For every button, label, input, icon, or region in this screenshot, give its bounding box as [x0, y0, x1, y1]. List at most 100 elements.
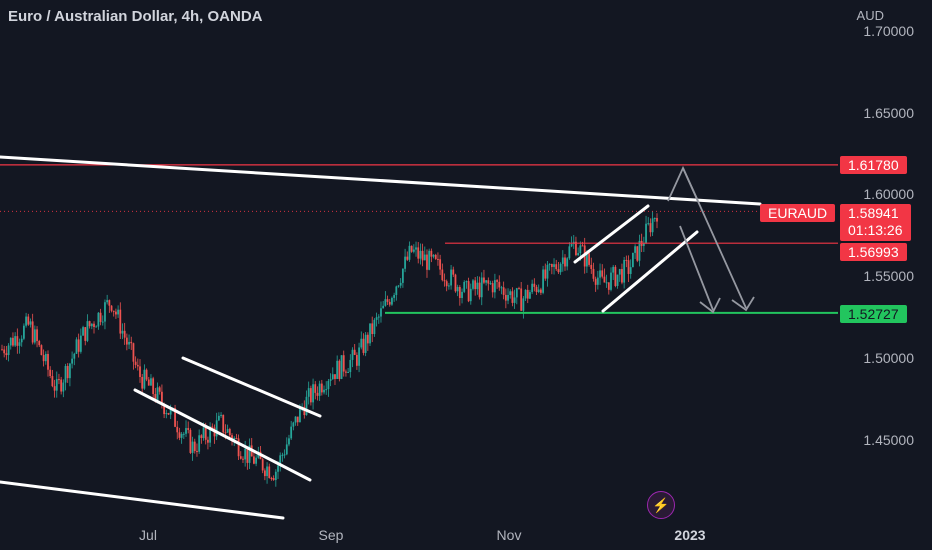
candle-body [16, 336, 19, 346]
candle-body [290, 426, 293, 439]
candle-body [618, 269, 621, 275]
candle-body [327, 380, 330, 390]
candle-body [524, 289, 527, 299]
candle-body [439, 259, 442, 270]
candle-body [93, 323, 95, 328]
candle-body [410, 245, 413, 252]
candle-body [581, 245, 584, 247]
trendline [573, 204, 650, 264]
candle-body [86, 321, 89, 341]
candle-body [73, 353, 76, 359]
trendline [601, 230, 699, 313]
candle-body [513, 297, 516, 303]
candle-body [445, 281, 448, 287]
candle-body [220, 414, 222, 416]
candle-body [97, 312, 100, 327]
candle-body [193, 441, 196, 451]
candle-body [110, 305, 113, 311]
candle-body [539, 289, 542, 293]
chart-title: Euro / Australian Dollar, 4h, OANDA [8, 8, 263, 25]
candle-body [66, 366, 69, 379]
candle-body [178, 432, 181, 438]
candle-body [393, 295, 396, 298]
candle-body [520, 288, 523, 311]
candle-body [428, 250, 431, 270]
projection-arrow-head [731, 296, 755, 312]
candle-body [507, 294, 509, 301]
candle-body [288, 438, 290, 445]
candle-body [18, 342, 21, 346]
candle-body [625, 259, 628, 261]
candle-body [623, 259, 626, 283]
candle-body [292, 422, 295, 427]
time-tick: Nov [496, 527, 522, 543]
candle-body [559, 263, 562, 273]
candle-body [128, 341, 130, 345]
candle-body [20, 338, 23, 343]
candle-body [610, 272, 612, 290]
candle-body [596, 277, 599, 285]
candle-body [121, 330, 124, 334]
candle-body [239, 456, 242, 459]
bar-countdown: 01:13:26 [848, 222, 903, 238]
candle-body [384, 299, 387, 306]
candle-body [377, 316, 380, 318]
candle-body [211, 426, 214, 428]
lightning-bolt-icon[interactable]: ⚡ [647, 491, 675, 519]
price-tick: 1.70000 [863, 23, 914, 39]
candle-body [5, 353, 8, 356]
candle-body [601, 270, 604, 277]
candle-body [421, 250, 424, 261]
candle-body [53, 386, 56, 391]
candle-body [649, 223, 652, 233]
candle-body [75, 339, 78, 354]
candle-body [191, 441, 194, 453]
candle-body [340, 355, 343, 379]
candle-body [318, 383, 321, 396]
candle-body [222, 414, 225, 433]
candle-body [353, 349, 356, 355]
candle-body [656, 218, 658, 222]
candle-body [364, 334, 367, 353]
candle-body [274, 471, 277, 481]
price-tick: 1.60000 [863, 186, 914, 202]
candle-body [443, 280, 446, 282]
candle-body [320, 383, 323, 393]
candle-body [518, 288, 520, 290]
candle-body [423, 254, 426, 261]
candle-body [145, 369, 148, 380]
candle-body [154, 393, 157, 401]
candle-body [380, 308, 382, 317]
candle-body [406, 256, 409, 260]
candle-body [44, 353, 47, 362]
resistance-price-tag: 1.61780 [840, 156, 907, 174]
candle-body [51, 376, 54, 387]
candle-body [7, 345, 10, 356]
candle-body [566, 258, 569, 267]
candle-body [616, 274, 619, 286]
price-tick: 1.55000 [863, 268, 914, 284]
candle-body [476, 282, 479, 290]
candle-body [642, 243, 645, 246]
mid-level-price-tag: 1.56993 [840, 243, 907, 261]
candle-body [130, 341, 133, 344]
candle-body [461, 291, 463, 298]
candle-body [187, 428, 190, 430]
candle-body [544, 269, 547, 279]
candle-body [108, 300, 111, 306]
candle-body [329, 379, 332, 381]
candle-body [62, 382, 65, 392]
candle-body [369, 323, 371, 344]
candle-body [209, 426, 212, 443]
candle-body [263, 470, 266, 477]
candle-body [489, 283, 492, 285]
candle-body [33, 329, 36, 343]
candle-body [47, 353, 49, 370]
candle-body [42, 355, 45, 362]
candle-body [577, 253, 580, 256]
candle-body [40, 345, 43, 356]
candle-body [228, 429, 231, 436]
candle-body [653, 218, 656, 220]
candle-body [447, 285, 450, 287]
